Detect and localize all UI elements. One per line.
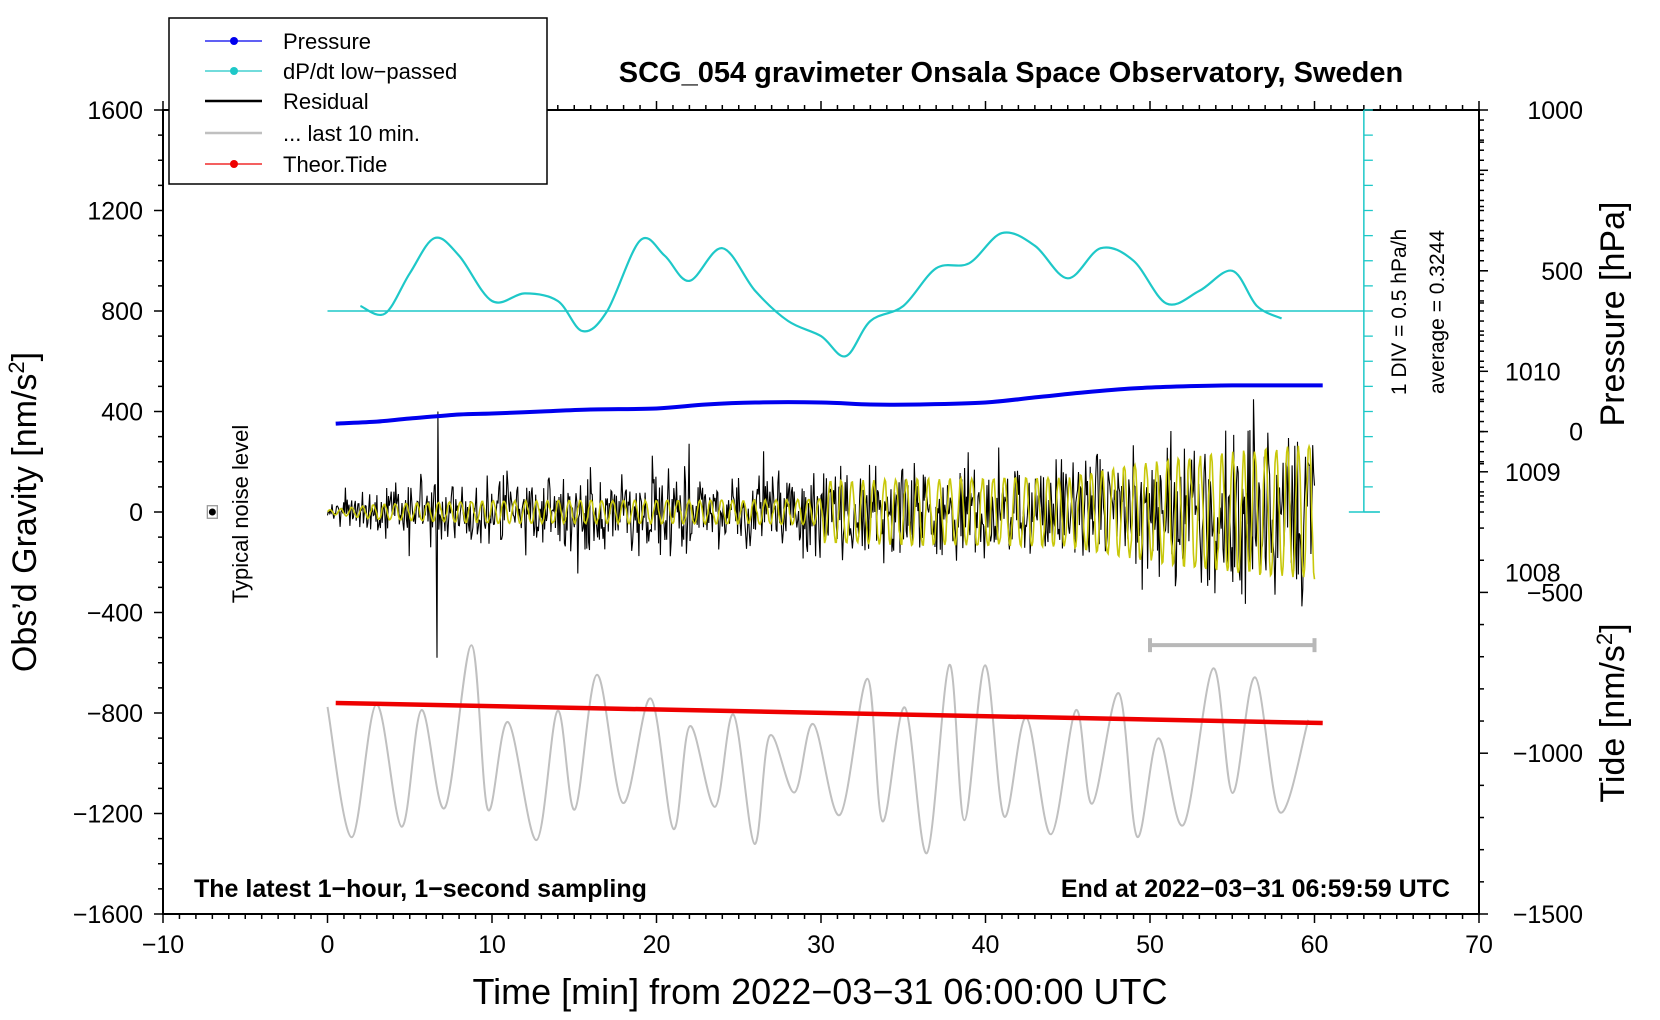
bottom-right-note: End at 2022−03−31 06:59:59 UTC [1061,875,1450,903]
y-tick-label: −400 [87,600,143,628]
tide-line [335,700,1323,726]
x-tick-label: 50 [1136,931,1164,959]
legend-label-pressure: Pressure [283,29,371,54]
pressure-tick-label: 1008 [1505,559,1561,587]
y-axis-label-sup: 2 [4,361,29,373]
tide-tick-label: 0 [1569,419,1583,447]
bottom-left-note: The latest 1−hour, 1−second sampling [194,875,647,903]
pressure-tick-label: 1010 [1505,358,1561,386]
legend-marker-tide [230,160,238,168]
noise-errorbar [206,505,219,519]
residual-filtered-line [326,443,1316,580]
y-tick-label: 1200 [87,198,143,226]
x-tick-label: 40 [972,931,1000,959]
x-tick-labels: −10 0 10 20 30 40 50 60 70 [142,931,1493,959]
pressure-axis-label: Pressure [hPa] [1594,202,1632,427]
pressure-tick-labels: 1010 1009 1008 [1505,358,1561,587]
noise-point [208,508,216,516]
y-tick-label: 1600 [87,97,143,125]
x-tick-label: 10 [478,931,506,959]
legend-label-residual: Residual [283,89,369,114]
tide-tick-label: −500 [1527,579,1583,607]
chart-title: SCG_054 gravimeter Onsala Space Observat… [619,57,1403,89]
legend: Pressure dP/dt low−passed Residual ... l… [168,17,548,185]
y-tick-label: −800 [87,700,143,728]
legend-label-tide: Theor.Tide [283,152,387,177]
last10-series [326,644,1310,855]
x-tick-label: 70 [1465,931,1493,959]
tide-tick-labels: 1000 500 0 −500 −1000 −1500 [1513,97,1583,929]
pressure-line [335,383,1323,426]
y-tick-labels: 1600 1200 800 400 0 −400 −800 −1200 −1600 [73,97,143,929]
legend-label-last10: ... last 10 min. [283,121,420,146]
pressure-tick-label: 1009 [1505,459,1561,487]
tide-tick-label: −1000 [1513,740,1583,768]
tide-tick-label: 1000 [1527,97,1583,125]
residual-series [326,399,1316,658]
y-axis-label: Obs’d Gravity [nm/s2] [4,352,45,672]
x-tick-label: 60 [1301,931,1329,959]
legend-label-dpdt: dP/dt low−passed [283,59,457,84]
tide-axis-label-main: Tide [nm/s [1594,645,1632,802]
dpdt-series [327,231,1364,358]
legend-marker-dpdt [230,67,238,75]
noise-label: Typical noise level [228,425,253,604]
tide-tick-label: 500 [1541,258,1583,286]
tide-axis-label-sup: 2 [1592,633,1617,645]
legend-marker-pressure [230,37,238,45]
dpdt-line [359,231,1283,358]
y-tick-label: −1600 [73,901,143,929]
last10-line [326,644,1310,855]
last10-bracket [1148,638,1317,653]
x-tick-label: 30 [807,931,835,959]
dpdt-average-note: average = 0.3244 [1426,230,1449,394]
x-tick-label: 0 [321,931,335,959]
tide-axis-label-end: ] [1594,623,1632,632]
y-tick-label: 800 [101,298,143,326]
pressure-series [335,383,1323,426]
residual-line [326,399,1316,658]
x-tick-label: −10 [142,931,184,959]
y-tick-label: −1200 [73,801,143,829]
tide-tick-label: −1500 [1513,901,1583,929]
tide-series [335,700,1323,726]
y-tick-label: 400 [101,399,143,427]
y-tick-label: 0 [129,499,143,527]
dpdt-scale-note: 1 DIV = 0.5 hPa/h [1388,229,1411,395]
y-axis-label-end: ] [6,352,44,361]
x-axis-label: Time [min] from 2022−03−31 06:00:00 UTC [472,971,1167,1012]
x-tick-label: 20 [643,931,671,959]
tide-axis-label: Tide [nm/s2] [1592,623,1633,802]
y-axis-label-main: Obs’d Gravity [nm/s [6,374,44,673]
noise-marker [206,505,219,519]
